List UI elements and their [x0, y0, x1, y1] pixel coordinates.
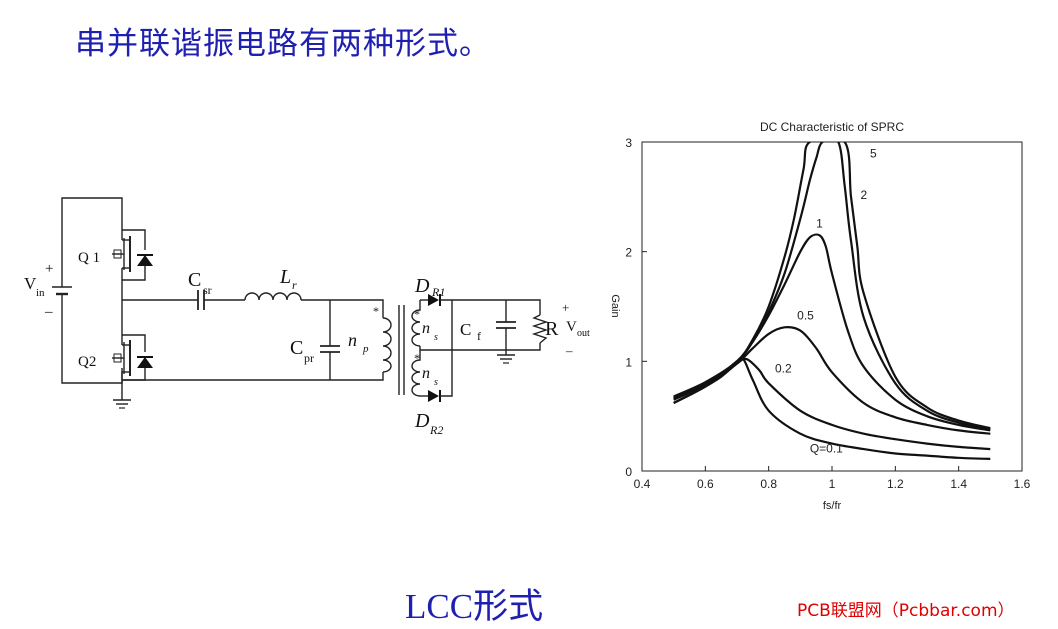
- series-label: 2: [861, 188, 868, 202]
- lcc-circuit: + – V in Q 1: [24, 197, 590, 437]
- series-line-5: [673, 142, 991, 430]
- q1-mosfet: [112, 229, 153, 300]
- x-tick-label: 0.8: [760, 477, 777, 491]
- secondary-winding-1: [411, 300, 421, 347]
- cpr-subscript: pr: [304, 351, 314, 365]
- series-label: 5: [870, 146, 877, 160]
- x-tick-label: 1.6: [1014, 477, 1031, 491]
- dr2-diode: [428, 390, 441, 402]
- csr-subscript: sr: [203, 283, 212, 297]
- ns-subscript-2: s: [434, 377, 438, 388]
- secondary-dot-1: *: [414, 307, 420, 321]
- lr-inductor: [244, 292, 302, 301]
- ground-symbol-1: [113, 399, 131, 409]
- x-tick-label: 1.4: [950, 477, 967, 491]
- lr-label: L: [279, 266, 291, 288]
- supply-wire: [61, 197, 123, 280]
- series-lines: [673, 142, 991, 460]
- y-tick-label: 2: [625, 246, 632, 260]
- ns-label-1: n: [422, 320, 430, 337]
- page-heading: 串并联谐振电路有两种形式。: [75, 26, 491, 62]
- vin-plus: +: [45, 261, 53, 277]
- vout-subscript: out: [577, 328, 590, 339]
- supply-return-wire: [61, 300, 123, 384]
- x-tick-label: 0.4: [634, 477, 651, 491]
- np-subscript: p: [362, 343, 369, 355]
- secondary-dot-2: *: [414, 351, 420, 365]
- y-tick-label: 0: [625, 465, 632, 479]
- cpr-capacitor: [320, 300, 340, 380]
- dr2-subscript: R2: [429, 423, 443, 437]
- dr1-label: D: [414, 275, 430, 297]
- chart-title: DC Characteristic of SPRC: [760, 120, 904, 134]
- series-line-4: [673, 142, 991, 431]
- dr1-subscript: R1: [431, 285, 445, 299]
- circuit-caption: LCC形式: [405, 587, 544, 626]
- secondary-winding-2: [411, 346, 421, 397]
- series-label: 1: [816, 217, 823, 231]
- y-axis: 0 1 2 3: [625, 136, 647, 479]
- q2-label: Q2: [78, 354, 96, 370]
- x-tick-label: 1.2: [887, 477, 904, 491]
- y-axis-label: Gain: [609, 294, 621, 317]
- series-line-2: [673, 326, 991, 435]
- dr2-label: D: [414, 410, 430, 432]
- series-label: 0.2: [775, 361, 792, 375]
- x-tick-label: 0.6: [697, 477, 714, 491]
- q1-label: Q 1: [78, 250, 100, 266]
- output-rail-side: [440, 300, 453, 397]
- series-label: Q=0.1: [810, 441, 843, 455]
- output-rail-bottom: [452, 343, 541, 351]
- transformer-core: [398, 305, 405, 395]
- cf-capacitor: [496, 300, 516, 364]
- x-tick-label: 1: [829, 477, 836, 491]
- watermark: PCB联盟网（Pcbbar.com）: [797, 601, 1015, 621]
- bottom-return-wire: [122, 372, 384, 381]
- load-resistor: [531, 314, 549, 344]
- vout-plus: +: [562, 300, 569, 315]
- x-axis-label: fs/fr: [823, 500, 842, 512]
- np-label: n: [348, 330, 357, 350]
- series-label: 0.5: [797, 309, 814, 323]
- csr-label: C: [188, 269, 201, 291]
- vout-minus: –: [565, 343, 573, 358]
- r-label: R: [545, 318, 559, 340]
- primary-dot: *: [373, 304, 379, 318]
- lr-subscript: r: [292, 278, 297, 292]
- spr-chart: DC Characteristic of SPRC 0.4 0.6 0.8 1 1.2 1…: [609, 120, 1031, 512]
- cpr-label: C: [290, 337, 303, 359]
- q2-mosfet: [112, 300, 153, 400]
- vout-label: V: [566, 319, 577, 335]
- series-line-3: [673, 233, 991, 432]
- lr-primary-wire: [301, 299, 384, 318]
- y-tick-label: 1: [625, 355, 632, 369]
- vin-minus: –: [44, 304, 53, 320]
- ns-label-2: n: [422, 365, 430, 382]
- x-axis: 0.4 0.6 0.8 1 1.2 1.4 1.6: [634, 466, 1031, 491]
- vin-label: V: [24, 274, 37, 293]
- cf-subscript: f: [477, 329, 481, 343]
- primary-winding: [382, 317, 392, 373]
- vin-source: [52, 280, 72, 300]
- ns-subscript-1: s: [434, 332, 438, 343]
- output-rail-top: [440, 299, 541, 315]
- cf-label: C: [460, 320, 471, 339]
- vin-subscript: in: [36, 287, 45, 299]
- y-tick-label: 3: [625, 136, 632, 150]
- series-labels: Q=0.1 0.2 0.5 1 2 5: [775, 146, 877, 455]
